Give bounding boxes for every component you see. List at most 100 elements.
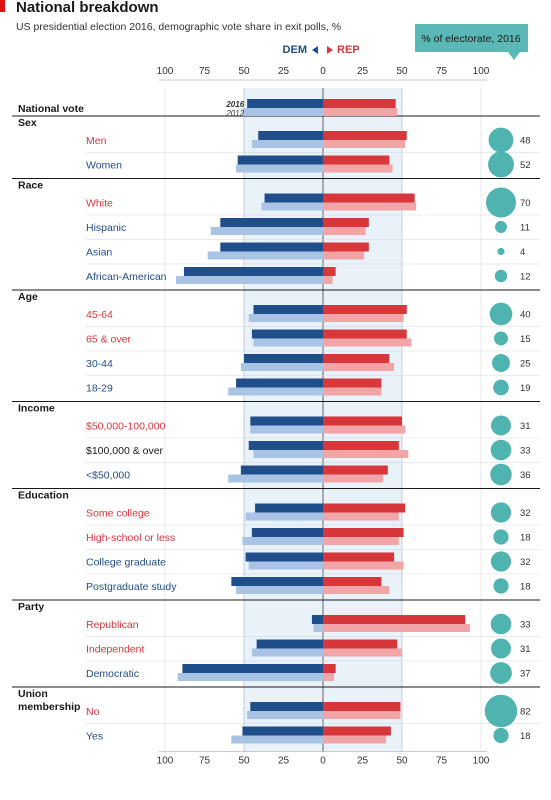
- bar-dem-2012: [251, 648, 323, 657]
- bar-dem-2012: [248, 561, 323, 570]
- bar-dem-2016: [253, 305, 323, 314]
- bar-dem-2012: [236, 586, 323, 594]
- bar-rep-2016: [323, 99, 396, 108]
- x-tick-label-bottom: 100: [157, 756, 174, 767]
- x-tick-label-top: 50: [396, 66, 408, 77]
- electorate-circle: [494, 331, 508, 346]
- bar-dem-2016: [256, 639, 323, 649]
- electorate-circle: [493, 727, 509, 744]
- bar-dem-2016: [240, 465, 323, 475]
- bar-dem-2016: [231, 577, 323, 586]
- electorate-circle: [493, 529, 509, 545]
- bar-rep-2016: [323, 329, 407, 339]
- electorate-circle: [489, 302, 513, 326]
- bar-rep-2012: [323, 338, 412, 347]
- category-label: Some college: [86, 508, 150, 520]
- category-label: Asian: [86, 247, 112, 259]
- bar-dem-2016: [242, 726, 323, 736]
- bar-dem-2012: [176, 276, 323, 284]
- bar-rep-2016: [323, 639, 398, 649]
- bar-rep-2016: [323, 726, 391, 736]
- year-label-2012: 2012: [225, 109, 244, 118]
- bar-rep-2012: [323, 108, 398, 116]
- bar-rep-2012: [323, 164, 393, 173]
- bar-dem-2012: [231, 735, 323, 744]
- category-label: $50,000-100,000: [86, 421, 166, 433]
- bar-dem-2012: [253, 450, 323, 458]
- bar-dem-2012: [210, 227, 323, 235]
- bar-rep-2016: [323, 378, 382, 388]
- electorate-value: 25: [520, 359, 531, 370]
- electorate-value: 18: [520, 533, 531, 544]
- electorate-value: 12: [520, 272, 531, 283]
- bar-rep-2016: [323, 131, 407, 140]
- electorate-value: 11: [520, 223, 530, 234]
- x-tick-label-bottom: 75: [436, 756, 448, 767]
- x-tick-label-top: 50: [238, 66, 250, 77]
- category-label: Hispanic: [86, 222, 126, 234]
- x-tick-label-top: 25: [278, 66, 290, 77]
- category-label: College graduate: [86, 557, 166, 569]
- bar-dem-2016: [250, 702, 323, 711]
- electorate-circle: [486, 187, 516, 218]
- section-label: Union: [18, 688, 48, 700]
- bar-rep-2016: [323, 354, 390, 363]
- bar-rep-2012: [323, 387, 382, 396]
- year-label-2016: 2016: [225, 100, 244, 109]
- legend: DEM REP: [283, 44, 360, 56]
- electorate-circle: [494, 269, 508, 283]
- bar-rep-2012: [323, 673, 335, 681]
- bar-rep-2016: [323, 155, 390, 165]
- bar-dem-2012: [240, 363, 323, 371]
- section-label: Age: [18, 291, 38, 303]
- bar-dem-2016: [236, 378, 323, 388]
- section-label: Education: [18, 490, 69, 502]
- x-tick-label-top: 75: [436, 66, 448, 77]
- bar-dem-2016: [255, 503, 323, 513]
- electorate-circle: [492, 354, 510, 372]
- electorate-circle: [490, 439, 512, 461]
- bar-dem-2012: [236, 164, 323, 173]
- bar-rep-2012: [323, 276, 333, 284]
- category-label: Yes: [86, 731, 103, 743]
- electorate-circle: [491, 415, 511, 436]
- section-label: Party: [18, 601, 44, 613]
- category-label: White: [86, 198, 113, 210]
- bar-dem-2012: [253, 338, 323, 347]
- bar-dem-2012: [313, 624, 323, 632]
- x-tick-label-bottom: 25: [278, 756, 290, 767]
- category-label: Postgraduate study: [86, 581, 177, 593]
- electorate-value: 37: [520, 669, 531, 680]
- electorate-circle: [490, 502, 512, 523]
- x-tick-label-bottom: 75: [199, 756, 211, 767]
- electorate-value: 52: [520, 160, 531, 171]
- electorate-circle: [490, 463, 512, 486]
- bar-dem-2012: [242, 537, 323, 545]
- bar-rep-2016: [323, 416, 402, 426]
- bar-rep-2012: [323, 251, 365, 260]
- x-tick-label-bottom: 0: [320, 756, 326, 767]
- electorate-circle: [488, 151, 514, 178]
- chart-title: National breakdown: [16, 0, 159, 16]
- electorate-value: 31: [520, 421, 531, 432]
- bar-dem-2012: [261, 202, 323, 211]
- bar-dem-2016: [237, 155, 323, 165]
- electorate-circle: [495, 221, 507, 233]
- bar-dem-2016: [248, 441, 323, 450]
- category-label: Independent: [86, 644, 144, 656]
- legend-dem-arrow-icon: [312, 46, 318, 54]
- electorate-circle: [484, 694, 518, 728]
- category-label: African-American: [86, 271, 167, 283]
- legend-rep-label: REP: [337, 44, 360, 56]
- electorate-value: 70: [520, 198, 531, 209]
- category-label: <$50,000: [86, 470, 130, 482]
- bar-dem-2012: [245, 512, 323, 521]
- electorate-circle: [490, 551, 512, 572]
- bar-rep-2012: [323, 735, 387, 744]
- bar-dem-2012: [242, 108, 323, 116]
- x-tick-label-bottom: 25: [357, 756, 369, 767]
- bar-rep-2016: [323, 503, 406, 513]
- category-label: 65 & over: [86, 334, 131, 346]
- bar-dem-2012: [228, 474, 323, 483]
- electorate-value: 19: [520, 383, 531, 394]
